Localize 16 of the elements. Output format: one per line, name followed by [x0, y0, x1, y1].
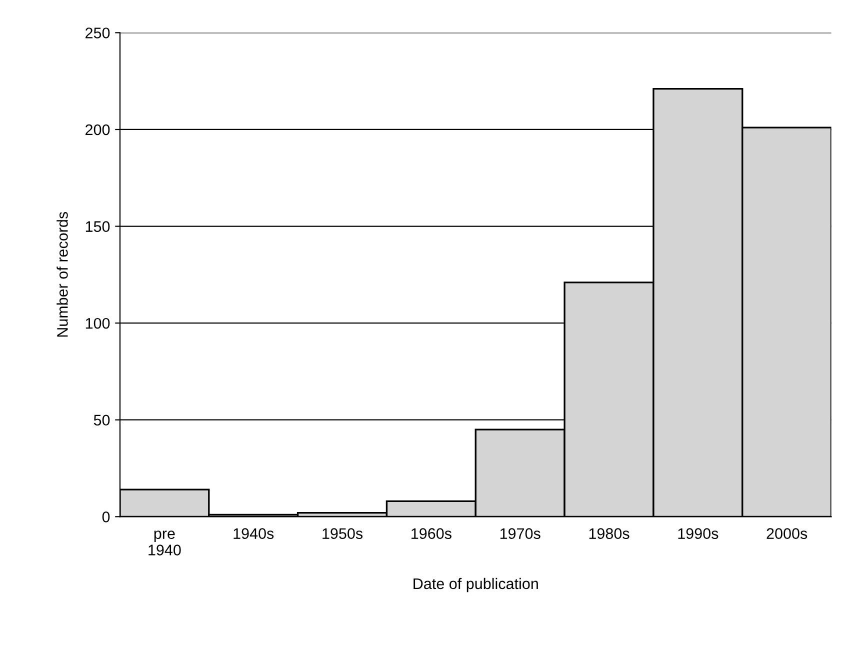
- x-tick-label: 1980s: [589, 528, 630, 539]
- x-tick-label: 1970s: [500, 528, 540, 539]
- x-axis-title: Date of publication: [414, 578, 538, 592]
- y-axis-title: Number of records: [56, 212, 68, 337]
- y-tick-label: 200: [86, 124, 110, 136]
- y-tick-label: 0: [102, 512, 110, 522]
- x-tick-label: 2000s: [766, 528, 808, 539]
- x-tick-label: pre 1940: [148, 530, 181, 556]
- x-tick-label: 1990s: [678, 528, 718, 539]
- x-tick-label: 1940s: [234, 528, 274, 539]
- y-tick-label: 100: [86, 318, 110, 329]
- y-tick-label: 50: [94, 414, 110, 426]
- y-tick-label: 150: [86, 221, 110, 232]
- y-tick-label: 250: [86, 28, 110, 38]
- x-tick-label: 1950s: [322, 528, 363, 539]
- x-tick-label: 1960s: [412, 528, 452, 539]
